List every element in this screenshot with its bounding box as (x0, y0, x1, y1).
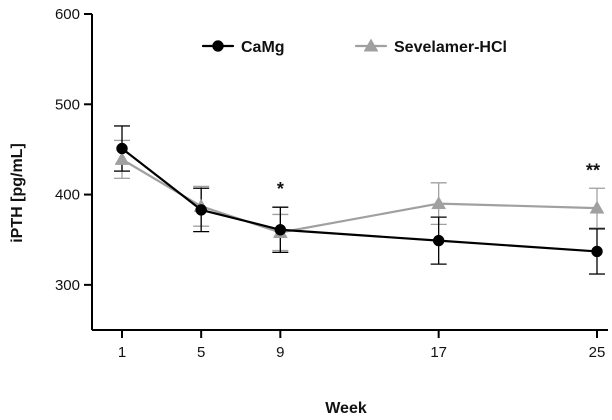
x-tick-label: 17 (430, 344, 447, 361)
x-tick-label: 1 (118, 344, 126, 361)
significance-annotation: ** (586, 160, 600, 180)
sevelamer-hcl-point (589, 200, 605, 214)
x-tick-label: 25 (589, 344, 606, 361)
legend-layer: CaMg Sevelamer-HCl (201, 38, 507, 56)
sevelamer-hcl-series-line (120, 158, 599, 234)
y-tick-label: 400 (55, 187, 80, 204)
camg-series-line (120, 147, 599, 253)
x-axis-title: Week (325, 400, 367, 417)
sevelamer-hcl-error-bars (114, 139, 605, 252)
legend-sevelamer-hcl-label: Sevelamer-HCl (394, 39, 507, 56)
y-axis-title: iPTH [pg/mL] (9, 143, 26, 243)
camg-point (432, 234, 445, 247)
camg-point (195, 204, 207, 216)
ticks-layer: 300 400 500 600 1 5 9 17 25 (55, 6, 605, 361)
y-tick-label: 500 (55, 96, 80, 113)
data-layer (114, 125, 605, 275)
annotation-layer: *** (277, 160, 600, 199)
sevelamer-hcl-point (114, 151, 130, 165)
camg-point (591, 245, 603, 258)
camg-point (116, 142, 128, 155)
legend-sevelamer-hcl-marker (363, 38, 379, 52)
axes-layer (91, 14, 608, 331)
y-tick-label: 300 (55, 277, 80, 294)
x-tick-label: 5 (197, 344, 205, 361)
x-tick-label: 9 (276, 344, 284, 361)
y-tick-label: 600 (55, 6, 80, 23)
sevelamer-hcl-point (431, 196, 447, 210)
legend-camg-label: CaMg (241, 39, 285, 56)
significance-annotation: * (277, 179, 284, 199)
legend-camg-marker (212, 40, 224, 52)
camg-point (274, 224, 287, 236)
